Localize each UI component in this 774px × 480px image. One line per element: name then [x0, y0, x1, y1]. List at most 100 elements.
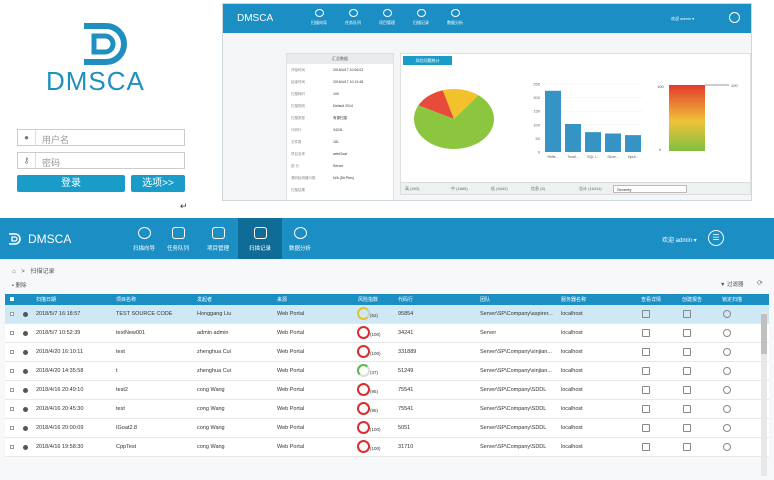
mini-user-menu[interactable]: 欢迎 admin ▾ [671, 16, 695, 21]
bar [585, 132, 601, 152]
dmsca-logo-icon [9, 233, 21, 245]
create-report-icon[interactable] [683, 443, 691, 451]
nav-data-analysis[interactable]: 数据分析 [278, 218, 322, 259]
col-server[interactable]: 服务器名称 [561, 297, 587, 303]
lock-scan-icon[interactable] [723, 329, 731, 337]
col-date[interactable]: 扫描日期 [36, 297, 57, 303]
gauge-min-label: 0 [659, 147, 662, 152]
view-details-icon[interactable] [642, 310, 650, 318]
lock-scan-icon[interactable] [723, 405, 731, 413]
create-report-icon[interactable] [683, 424, 691, 432]
scrollbar-track[interactable] [761, 312, 767, 476]
create-report-icon[interactable] [683, 348, 691, 356]
col-lines[interactable]: 代码行 [398, 297, 414, 303]
nav-project-management[interactable]: 项目管理 [196, 218, 240, 259]
password-field[interactable]: ⚷ 密码 [17, 152, 185, 169]
create-report-icon[interactable] [683, 329, 691, 337]
cell-team: Server\SP\Company\SDDL [480, 444, 547, 450]
login-button[interactable]: 登录 [17, 175, 125, 192]
severity-filter-tab[interactable]: 总计 (16411) [579, 186, 602, 191]
col-project[interactable]: 项目名称 [116, 297, 137, 303]
col-team[interactable]: 团队 [480, 297, 491, 303]
delete-button[interactable]: ▪ 删除 [12, 281, 27, 289]
user-menu[interactable]: 欢迎 admin ▾ [662, 238, 697, 244]
mini-nav-wizard[interactable]: 扫描向导 [302, 9, 336, 26]
cell-date: 2018/5/7 16:18:57 [36, 311, 81, 317]
table-row[interactable]: 2018/4/20 16:10:11 test zhenghua Cui Web… [5, 343, 769, 362]
options-button[interactable]: 选项>> [131, 175, 185, 192]
return-arrow-icon: ↵ [180, 201, 188, 211]
table-row[interactable]: 2018/4/16 20:45:30 test cong Wang Web Po… [5, 400, 769, 419]
select-all-checkbox[interactable] [10, 297, 14, 301]
severity-filter-tab[interactable]: 中 (1865) [451, 186, 468, 191]
table-row[interactable]: 2018/5/7 16:18:57 TEST SOURCE CODE Hongg… [5, 305, 769, 324]
row-checkbox[interactable] [10, 350, 14, 354]
summary-key: 扫描类型 [291, 116, 305, 120]
lock-scan-icon[interactable] [723, 443, 731, 451]
nav-scan-records[interactable]: 扫描记录 [238, 218, 282, 259]
mini-nav-projects[interactable]: 项目管理 [370, 9, 404, 26]
y-tick-label: 0 [538, 150, 541, 155]
cell-project: testNew001 [116, 330, 146, 336]
view-details-icon[interactable] [642, 443, 650, 451]
view-details-icon[interactable] [642, 424, 650, 432]
mini-menu-icon[interactable] [729, 12, 740, 23]
row-checkbox[interactable] [10, 388, 14, 392]
cell-source: Web Portal [277, 387, 305, 393]
mini-nav-queue[interactable]: 任务队列 [336, 9, 370, 26]
row-checkbox[interactable] [10, 369, 14, 373]
nav-task-queue[interactable]: 任务队列 [156, 218, 200, 259]
lock-scan-icon[interactable] [723, 310, 731, 318]
cell-risk: (95) [370, 408, 379, 413]
row-checkbox[interactable] [10, 407, 14, 411]
severity-select[interactable]: Severity [613, 185, 687, 193]
analysis-icon [450, 9, 460, 17]
view-details-icon[interactable] [642, 405, 650, 413]
home-icon[interactable]: ⌂ [12, 269, 16, 275]
refresh-icon[interactable]: ⟳ [757, 280, 763, 287]
cell-team: Server\SP\Company\xinjian... [480, 368, 552, 374]
table-row[interactable]: 2018/4/20 14:35:58 t zhenghua Cui Web Po… [5, 362, 769, 381]
create-report-icon[interactable] [683, 367, 691, 375]
username-field[interactable]: ● 用户名 [17, 129, 185, 146]
col-risk[interactable]: 风险指数 [358, 297, 379, 303]
chart-tab[interactable]: 风险问题统计 [403, 56, 452, 65]
cell-lines: 5051 [398, 425, 411, 431]
row-checkbox[interactable] [10, 445, 14, 449]
lock-scan-icon[interactable] [723, 367, 731, 375]
menu-icon[interactable]: ☰ [708, 230, 724, 246]
lock-scan-icon[interactable] [723, 424, 731, 432]
nav-scan-wizard[interactable]: 扫描向导 [122, 218, 166, 259]
lock-scan-icon[interactable] [723, 386, 731, 394]
cell-team: Server\SP\Company\SDDL [480, 387, 547, 393]
cell-initiator: admin admin [197, 330, 229, 336]
cell-team: Server\SP\Company\SDDL [480, 425, 547, 431]
col-source[interactable]: 来源 [277, 297, 288, 303]
cell-risk: (100) [370, 446, 381, 451]
cell-lines: 75541 [398, 387, 414, 393]
severity-filter-tab[interactable]: 低 (9442) [491, 186, 508, 191]
view-details-icon[interactable] [642, 367, 650, 375]
table-row[interactable]: 2018/4/16 20:00:09 IGoat2.8 cong Wang We… [5, 419, 769, 438]
table-row[interactable]: 2018/5/7 10:52:39 testNew001 admin admin… [5, 324, 769, 343]
view-details-icon[interactable] [642, 348, 650, 356]
row-checkbox[interactable] [10, 426, 14, 430]
col-initiator[interactable]: 发起者 [197, 297, 213, 303]
severity-filter-tab[interactable]: 高 (493) [405, 186, 420, 191]
table-row[interactable]: 2018/4/16 20:49:10 test2 cong Wang Web P… [5, 381, 769, 400]
row-checkbox[interactable] [10, 331, 14, 335]
mini-nav-analysis[interactable]: 数据分析 [438, 9, 472, 26]
lock-scan-icon[interactable] [723, 348, 731, 356]
table-toolbar: ▪ 删除 ▼ 过滤器 ⟳ [0, 276, 774, 294]
table-row[interactable]: 2018/4/16 19:58:30 CppTest cong Wang Web… [5, 438, 769, 457]
create-report-icon[interactable] [683, 386, 691, 394]
filter-button[interactable]: ▼ 过滤器 [720, 280, 744, 288]
row-checkbox[interactable] [10, 312, 14, 316]
create-report-icon[interactable] [683, 405, 691, 413]
create-report-icon[interactable] [683, 310, 691, 318]
view-details-icon[interactable] [642, 329, 650, 337]
scrollbar-thumb[interactable] [761, 314, 767, 354]
mini-nav-records[interactable]: 扫描记录 [404, 9, 438, 26]
severity-filter-tab[interactable]: 信息 (5) [531, 186, 545, 191]
view-details-icon[interactable] [642, 386, 650, 394]
